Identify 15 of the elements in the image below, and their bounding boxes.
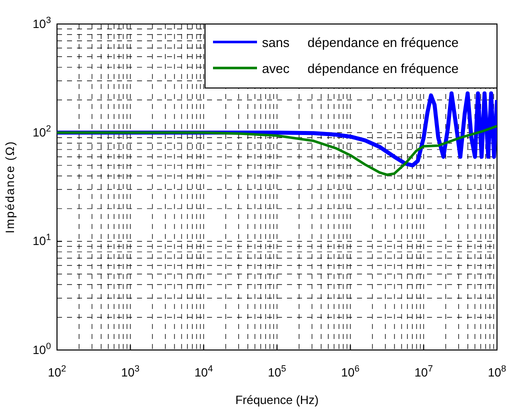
y-tick-label: 10$^{0}$ xyxy=(32,340,51,357)
y-tick-label: 10$^{2}$ xyxy=(32,124,51,140)
x-tick-label: 10$^{8}$ xyxy=(488,364,506,380)
legend-label: avec dépendance en fréquence xyxy=(262,61,459,76)
y-tick-label: 10$^{3}$ xyxy=(32,14,51,31)
x-tick-label: 10$^{3}$ xyxy=(121,364,140,380)
x-tick-label: 10$^{4}$ xyxy=(194,364,213,380)
y-axis-title: Impédance (Ω) xyxy=(3,140,17,234)
x-tick-label: 10$^{5}$ xyxy=(268,364,286,380)
x-axis-title: Fréquence (Hz) xyxy=(235,393,319,407)
x-tick-label: 10$^{7}$ xyxy=(414,364,433,380)
legend-label: sans dépendance en fréquence xyxy=(262,35,459,50)
y-tick-label: 10$^{1}$ xyxy=(32,232,51,248)
x-tick-label: 10$^{2}$ xyxy=(48,364,66,380)
x-tick-label: 10$^{6}$ xyxy=(341,364,360,380)
